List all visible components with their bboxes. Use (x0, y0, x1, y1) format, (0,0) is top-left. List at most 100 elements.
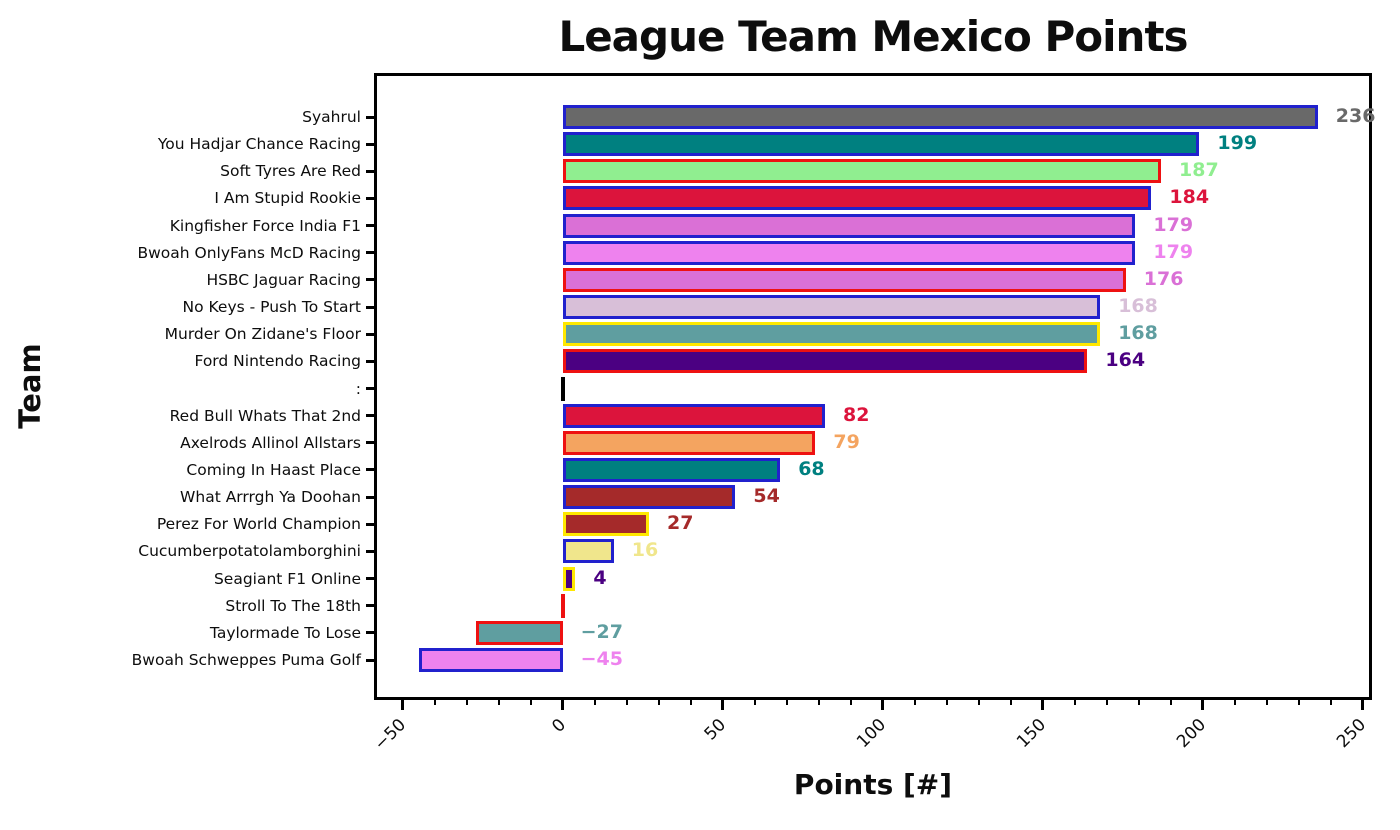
x-minor-tick-mark (1137, 700, 1140, 705)
x-minor-tick-mark (689, 700, 692, 705)
y-tick-label: What Arrrgh Ya Doohan (180, 488, 361, 507)
y-tick-mark (366, 631, 374, 635)
x-major-tick-mark (561, 700, 565, 710)
x-minor-tick-mark (849, 700, 852, 705)
y-tick-mark (366, 549, 374, 553)
y-tick-mark (366, 468, 374, 472)
y-tick-mark (366, 414, 374, 418)
y-tick-mark (366, 604, 374, 608)
x-minor-tick-mark (1073, 700, 1076, 705)
x-minor-tick-mark (1009, 700, 1012, 705)
bar (562, 159, 1161, 184)
value-label: 199 (1217, 132, 1258, 155)
bar-zero-mark (560, 593, 565, 618)
y-tick-mark (366, 115, 374, 119)
value-label: 236 (1335, 105, 1376, 128)
x-minor-tick-mark (529, 700, 532, 705)
bar (562, 105, 1318, 129)
value-label: −45 (580, 648, 623, 671)
x-major-tick-mark (721, 700, 725, 710)
y-tick-labels: Syahrul You Hadjar Chance Racing Soft Tyre… (0, 0, 361, 830)
bar (562, 322, 1101, 347)
x-minor-tick-mark (785, 700, 788, 705)
value-label: 79 (833, 430, 860, 453)
y-tick-label: Axelrods Allinol Allstars (180, 433, 361, 452)
x-minor-tick-mark (945, 700, 948, 705)
bar (476, 620, 563, 645)
bar (562, 512, 649, 537)
y-tick-label: Murder On Zidane's Floor (164, 325, 361, 344)
y-tick-label: Kingfisher Force India F1 (169, 216, 361, 235)
x-minor-tick-mark (433, 700, 436, 705)
y-tick-mark (366, 441, 374, 445)
y-tick-mark (366, 522, 374, 526)
value-label: 82 (843, 403, 870, 426)
x-minor-tick-mark (1329, 700, 1332, 705)
value-label: 179 (1153, 213, 1194, 236)
x-minor-tick-mark (497, 700, 500, 705)
x-major-tick-mark (1361, 700, 1365, 710)
x-minor-tick-mark (1297, 700, 1300, 705)
y-tick-label: Coming In Haast Place (186, 460, 361, 479)
value-label: 179 (1153, 240, 1194, 263)
x-minor-tick-mark (1233, 700, 1236, 705)
y-tick-label: Cucumberpotatolamborghini (138, 542, 361, 561)
y-tick-mark (366, 359, 374, 363)
value-label: 168 (1118, 322, 1158, 345)
bar (562, 349, 1088, 374)
y-tick-mark (366, 142, 374, 146)
y-tick-label: Perez For World Champion (156, 515, 361, 534)
y-tick-label: Bwoah Schweppes Puma Golf (131, 651, 361, 669)
y-tick-mark (366, 495, 374, 499)
bar (562, 403, 825, 428)
y-tick-mark (366, 658, 374, 662)
bar (562, 430, 816, 455)
y-tick-label: Syahrul (302, 108, 361, 126)
bar (562, 457, 781, 482)
bar (562, 267, 1126, 292)
bar (562, 566, 576, 591)
value-label: 27 (667, 512, 694, 535)
x-minor-tick-mark (753, 700, 756, 705)
y-tick-label: You Hadjar Chance Racing (157, 135, 361, 154)
y-tick-label: Taylormade To Lose (209, 623, 361, 642)
x-minor-tick-mark (977, 700, 980, 705)
y-tick-mark (366, 224, 374, 228)
chart-title: League Team Mexico Points (558, 12, 1188, 61)
x-minor-tick-mark (465, 700, 468, 705)
y-tick-label: Soft Tyres Are Red (220, 162, 361, 181)
y-tick-label: Ford Nintendo Racing (194, 352, 361, 371)
bar (562, 485, 736, 510)
x-minor-tick-mark (913, 700, 916, 705)
x-minor-tick-mark (593, 700, 596, 705)
y-tick-label: HSBC Jaguar Racing (206, 270, 361, 289)
value-label: 68 (798, 458, 825, 481)
x-major-tick-mark (881, 700, 885, 710)
value-label: −27 (580, 620, 623, 643)
y-tick-label: I Am Stupid Rookie (214, 189, 361, 208)
y-tick-mark (366, 196, 374, 200)
x-minor-tick-mark (625, 700, 628, 705)
bar (562, 213, 1136, 238)
value-label: 16 (631, 539, 659, 562)
x-major-tick-mark (1041, 700, 1045, 710)
y-tick-mark (366, 577, 374, 581)
value-label: 54 (753, 485, 780, 508)
y-tick-label: : (355, 379, 361, 398)
value-label: 168 (1118, 295, 1158, 318)
value-label: 187 (1179, 159, 1219, 182)
y-tick-mark (366, 169, 374, 173)
bar (562, 539, 614, 564)
y-tick-mark (366, 387, 374, 390)
y-tick-mark (366, 278, 374, 282)
x-minor-tick-mark (817, 700, 820, 705)
value-label: 4 (593, 566, 607, 589)
plot-area: 236 199 187 184 179 179 176 168 168 164 82 79 68 54 27… (366, 73, 1375, 710)
y-tick-mark (366, 305, 374, 309)
x-minor-tick-mark (1265, 700, 1268, 705)
value-label: 176 (1143, 268, 1184, 291)
y-tick-mark (366, 251, 374, 255)
y-tick-label: Stroll To The 18th (225, 596, 361, 615)
x-minor-tick-mark (657, 700, 660, 705)
